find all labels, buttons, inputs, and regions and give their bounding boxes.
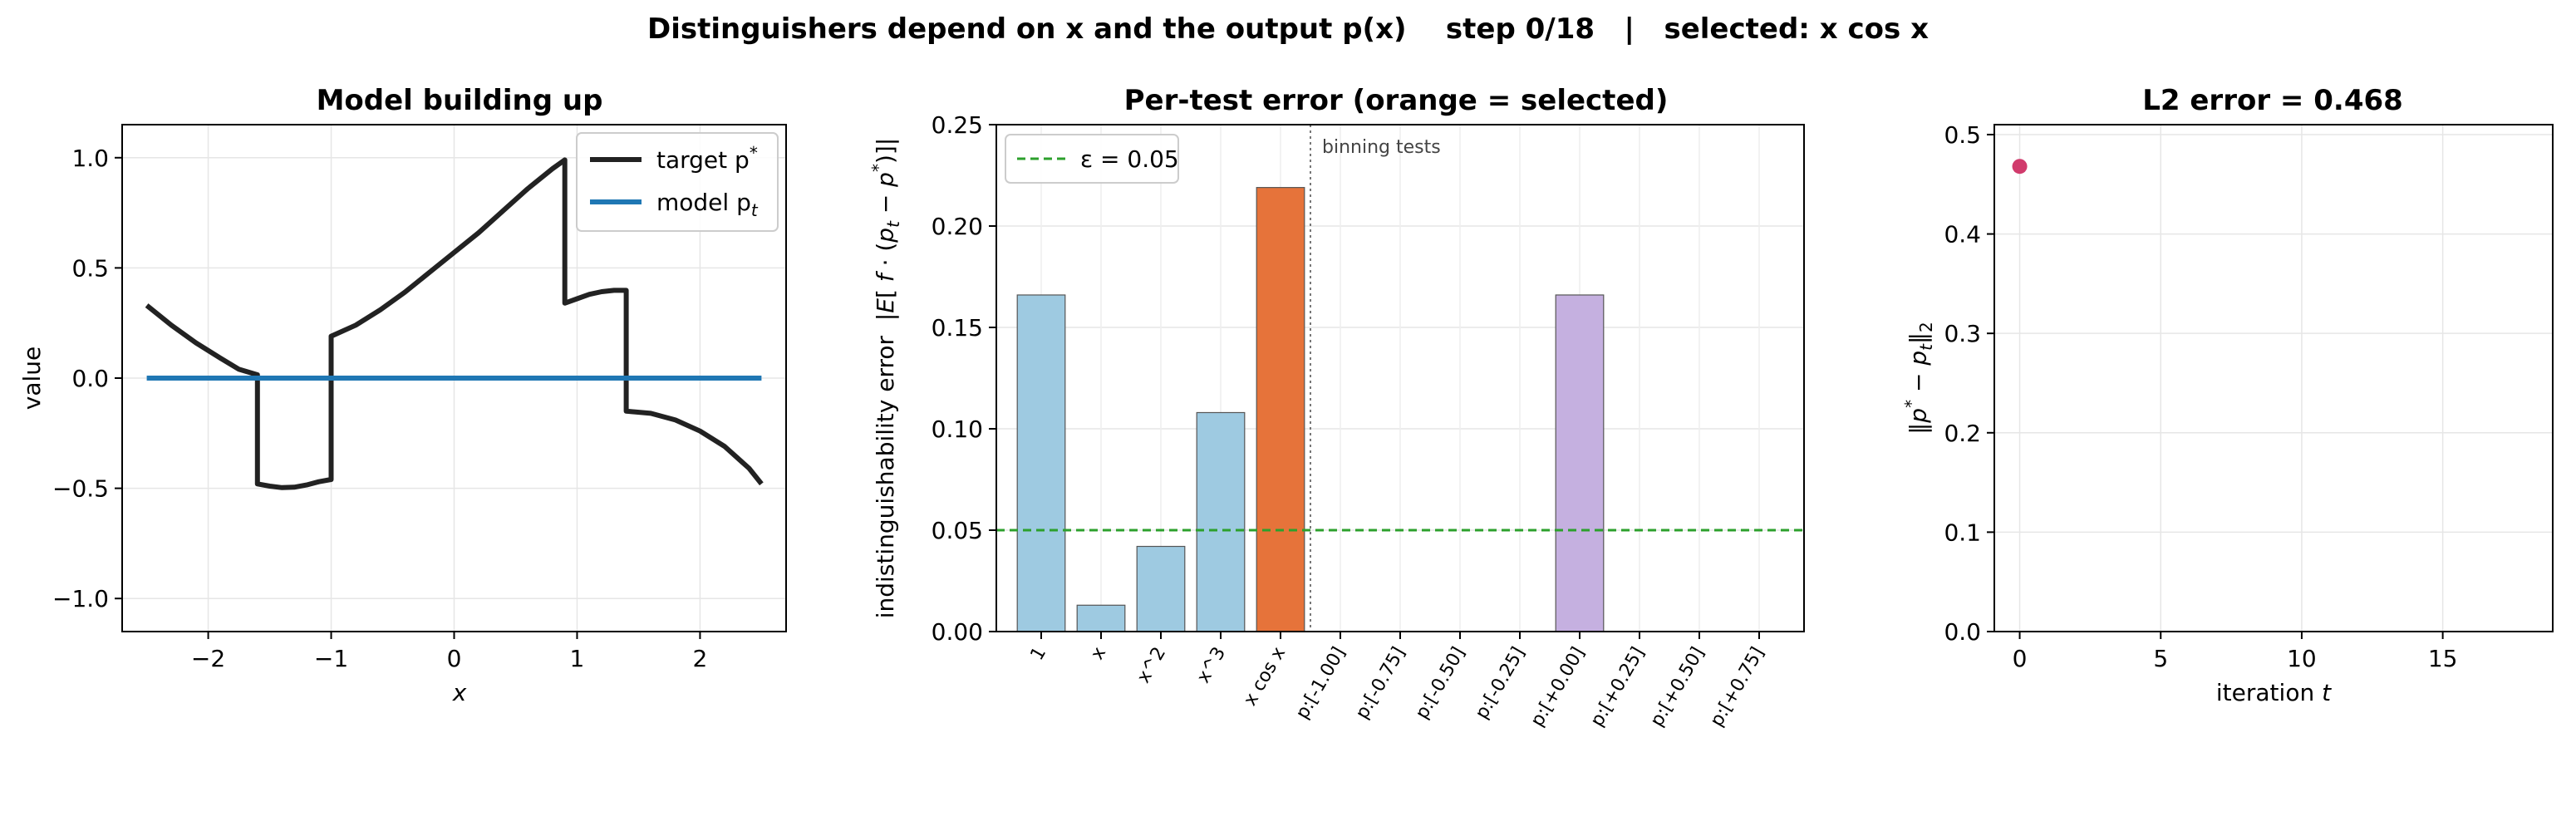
- scatter-chart-panel: L2 error = 0.468 0 5 10 15 0.0 0.1 0.2 0.3 0.4 0.…: [1901, 84, 2554, 706]
- x-tick-label: p:[+0.00]: [1527, 644, 1590, 730]
- y-tick-label: 0.00: [932, 618, 983, 646]
- legend-box: [1005, 134, 1179, 184]
- bar: [1256, 187, 1305, 632]
- x-tick-label: x cos x: [1240, 644, 1290, 710]
- binning-tests-annotation: binning tests: [1322, 137, 1441, 158]
- x-tick-label: p:[-0.75]: [1352, 644, 1409, 723]
- x-tick-label: x: [1087, 644, 1110, 664]
- bar-chart-legend: ε = 0.05: [1005, 134, 1179, 184]
- bar-chart-title: Per-test error (orange = selected): [1124, 84, 1669, 117]
- y-tick-label: 0.0: [1944, 618, 1981, 646]
- x-tick-label: x^2: [1133, 644, 1170, 687]
- y-tick-label: 0.20: [932, 213, 983, 240]
- y-tick-label: 0.10: [932, 416, 983, 443]
- bar: [1136, 545, 1186, 632]
- y-tick-label: 0.15: [932, 314, 983, 342]
- x-tick-label: −2: [191, 645, 225, 672]
- line-chart-panel: Model building up −2 −1 0 1 2 −1.0 −0.5 0.0 0.5 1…: [18, 84, 787, 706]
- bar: [1076, 604, 1126, 632]
- y-tick-label: 0.25: [932, 111, 983, 139]
- legend-label-model: model pt: [656, 189, 759, 220]
- bar-chart-gridlines: [996, 124, 1804, 632]
- figure-suptitle: Distinguishers depend on x and the outpu…: [647, 12, 1929, 46]
- scatter-chart-plot-frame: [1993, 124, 2554, 632]
- x-tick-label: 2: [693, 645, 708, 672]
- x-tick-label: 0: [447, 645, 462, 672]
- legend-label-target: target p*: [656, 143, 758, 174]
- target-p-line: [145, 157, 764, 490]
- line-chart-title: Model building up: [317, 84, 603, 117]
- scatter-chart-y-axis-label: ‖p* − pt‖2: [1901, 322, 1936, 434]
- line-chart-y-axis-label: value: [18, 347, 46, 410]
- bar-chart-y-axis-label: indistinguishability error |E[ f · (pt −…: [868, 138, 903, 619]
- y-tick-label: −0.5: [52, 475, 109, 503]
- scatter-chart-points: [2012, 159, 2028, 175]
- y-tick-label: 0.0: [71, 365, 109, 392]
- scatter-chart-gridlines: [1994, 125, 2553, 632]
- y-tick-label: 0.5: [71, 254, 109, 282]
- bar: [1196, 411, 1246, 632]
- x-tick-label: p:[-0.25]: [1472, 644, 1529, 723]
- x-tick-label: 0: [2013, 645, 2028, 672]
- y-tick-label: 0.05: [932, 517, 983, 544]
- x-tick-label: 1: [1027, 644, 1051, 665]
- scatter-chart-ticks: 0 5 10 15 0.0 0.1 0.2 0.3 0.4 0.5: [1944, 121, 2457, 672]
- x-tick-label: p:[+0.50]: [1647, 644, 1709, 730]
- x-tick-label: p:[-0.50]: [1412, 644, 1469, 723]
- x-tick-label: 10: [2287, 645, 2317, 672]
- x-tick-label: 15: [2428, 645, 2458, 672]
- x-tick-label: p:[+0.25]: [1587, 644, 1649, 730]
- y-tick-label: 0.4: [1944, 221, 1981, 248]
- line-chart-legend: target p* model pt: [576, 132, 779, 232]
- y-tick-label: −1.0: [52, 585, 109, 612]
- x-tick-label: −1: [314, 645, 348, 672]
- x-tick-label: 1: [570, 645, 585, 672]
- scatter-chart-x-axis-label: iteration t: [2216, 679, 2332, 706]
- x-tick-label: x^3: [1193, 644, 1230, 687]
- scatter-chart-title: L2 error = 0.468: [2142, 84, 2403, 117]
- y-tick-label: 1.0: [71, 145, 109, 172]
- y-tick-label: 0.3: [1944, 320, 1981, 347]
- x-tick-label: p:[+0.75]: [1707, 644, 1769, 730]
- bar-chart-panel: Per-test error (orange = selected) binni…: [868, 84, 1805, 730]
- bar: [1016, 294, 1066, 632]
- line-chart-series: [145, 157, 764, 490]
- y-tick-label: 0.2: [1944, 420, 1981, 447]
- y-tick-label: 0.5: [1944, 121, 1981, 149]
- bar-chart-bars: [1016, 187, 1605, 632]
- legend-label-threshold: ε = 0.05: [1080, 145, 1179, 173]
- bar: [1555, 294, 1605, 632]
- l2-error-point: [2012, 159, 2028, 175]
- line-chart-x-axis-label: x: [452, 679, 467, 706]
- y-tick-label: 0.1: [1944, 519, 1981, 546]
- x-tick-label: 5: [2153, 645, 2168, 672]
- x-tick-label: p:[-1.00]: [1292, 644, 1349, 723]
- line-chart-ticks: −2 −1 0 1 2 −1.0 −0.5 0.0 0.5 1.0: [52, 145, 707, 672]
